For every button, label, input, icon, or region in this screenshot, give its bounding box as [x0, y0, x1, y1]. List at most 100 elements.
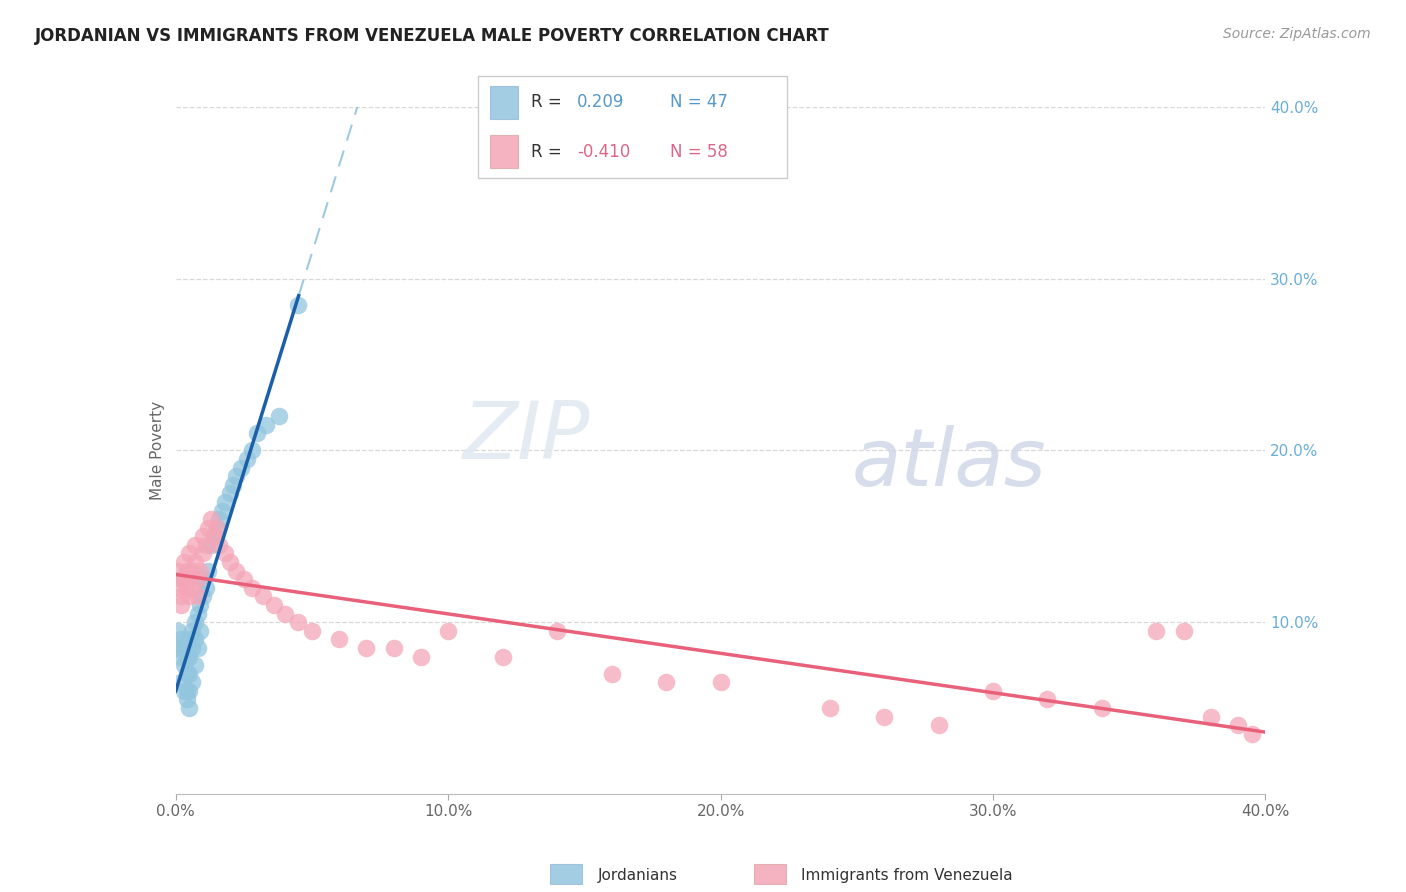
Point	[170, 590, 193, 604]
Point	[240, 581, 263, 595]
Point	[191, 546, 214, 561]
Point	[176, 683, 198, 698]
Point	[382, 640, 405, 655]
Point	[186, 572, 209, 586]
Point	[176, 564, 198, 578]
Point	[179, 666, 201, 681]
Point	[188, 624, 211, 638]
Point	[1091, 701, 1114, 715]
Point	[1173, 624, 1195, 638]
Point	[181, 624, 204, 638]
Point	[167, 624, 190, 638]
Point	[222, 478, 245, 492]
Point	[170, 649, 193, 664]
Point	[181, 564, 204, 578]
Point	[197, 564, 219, 578]
Point	[188, 564, 211, 578]
Point	[184, 538, 207, 552]
Point	[219, 555, 242, 569]
Point	[188, 598, 211, 612]
Point	[200, 538, 222, 552]
Point	[170, 572, 193, 586]
Text: Jordanians: Jordanians	[598, 869, 678, 883]
Point	[170, 598, 193, 612]
Point	[252, 590, 274, 604]
Point	[181, 581, 204, 595]
Point	[219, 486, 242, 500]
Point	[655, 675, 678, 690]
Point	[173, 555, 195, 569]
Point	[928, 718, 950, 732]
Point	[818, 701, 841, 715]
Point	[301, 624, 323, 638]
Point	[202, 529, 225, 543]
FancyBboxPatch shape	[550, 863, 582, 884]
Point	[181, 640, 204, 655]
Text: JORDANIAN VS IMMIGRANTS FROM VENEZUELA MALE POVERTY CORRELATION CHART: JORDANIAN VS IMMIGRANTS FROM VENEZUELA M…	[35, 27, 830, 45]
Text: R =: R =	[530, 143, 561, 161]
Text: Immigrants from Venezuela: Immigrants from Venezuela	[801, 869, 1014, 883]
Point	[184, 615, 207, 630]
FancyBboxPatch shape	[754, 863, 786, 884]
Point	[263, 598, 285, 612]
Text: 0.209: 0.209	[576, 94, 624, 112]
Point	[225, 469, 247, 483]
Point	[1240, 727, 1263, 741]
Point	[1144, 624, 1167, 638]
Point	[202, 529, 225, 543]
Point	[409, 649, 432, 664]
Point	[176, 692, 198, 706]
Point	[240, 443, 263, 458]
Point	[254, 417, 277, 432]
Point	[194, 581, 217, 595]
Point	[710, 675, 733, 690]
Point	[176, 581, 198, 595]
Point	[176, 666, 198, 681]
Point	[191, 590, 214, 604]
Point	[873, 709, 896, 723]
Text: -0.410: -0.410	[576, 143, 630, 161]
Point	[246, 426, 269, 441]
Point	[186, 640, 209, 655]
Point	[170, 632, 193, 647]
Point	[167, 640, 190, 655]
Point	[235, 452, 257, 467]
Point	[214, 495, 236, 509]
Point	[328, 632, 350, 647]
Point	[200, 512, 222, 526]
Point	[173, 683, 195, 698]
Point	[205, 521, 228, 535]
Point	[214, 546, 236, 561]
Point	[176, 649, 198, 664]
Point	[191, 572, 214, 586]
Text: ZIP: ZIP	[463, 398, 591, 475]
Point	[287, 615, 309, 630]
Point	[184, 632, 207, 647]
Text: atlas: atlas	[852, 425, 1046, 503]
FancyBboxPatch shape	[491, 136, 519, 168]
Point	[211, 503, 233, 517]
Point	[232, 572, 254, 586]
Point	[179, 649, 201, 664]
Point	[981, 683, 1004, 698]
Point	[600, 666, 623, 681]
Point	[231, 460, 253, 475]
FancyBboxPatch shape	[491, 87, 519, 119]
Text: N = 58: N = 58	[669, 143, 728, 161]
Point	[269, 409, 291, 423]
Point	[179, 572, 201, 586]
Point	[184, 658, 207, 673]
Point	[184, 555, 207, 569]
Point	[437, 624, 460, 638]
Point	[274, 607, 297, 621]
Point	[173, 572, 195, 586]
Point	[181, 675, 204, 690]
Point	[492, 649, 515, 664]
Point	[179, 546, 201, 561]
Point	[179, 683, 201, 698]
Point	[208, 538, 231, 552]
Point	[179, 701, 201, 715]
Point	[173, 640, 195, 655]
Point	[197, 521, 219, 535]
Point	[167, 581, 190, 595]
